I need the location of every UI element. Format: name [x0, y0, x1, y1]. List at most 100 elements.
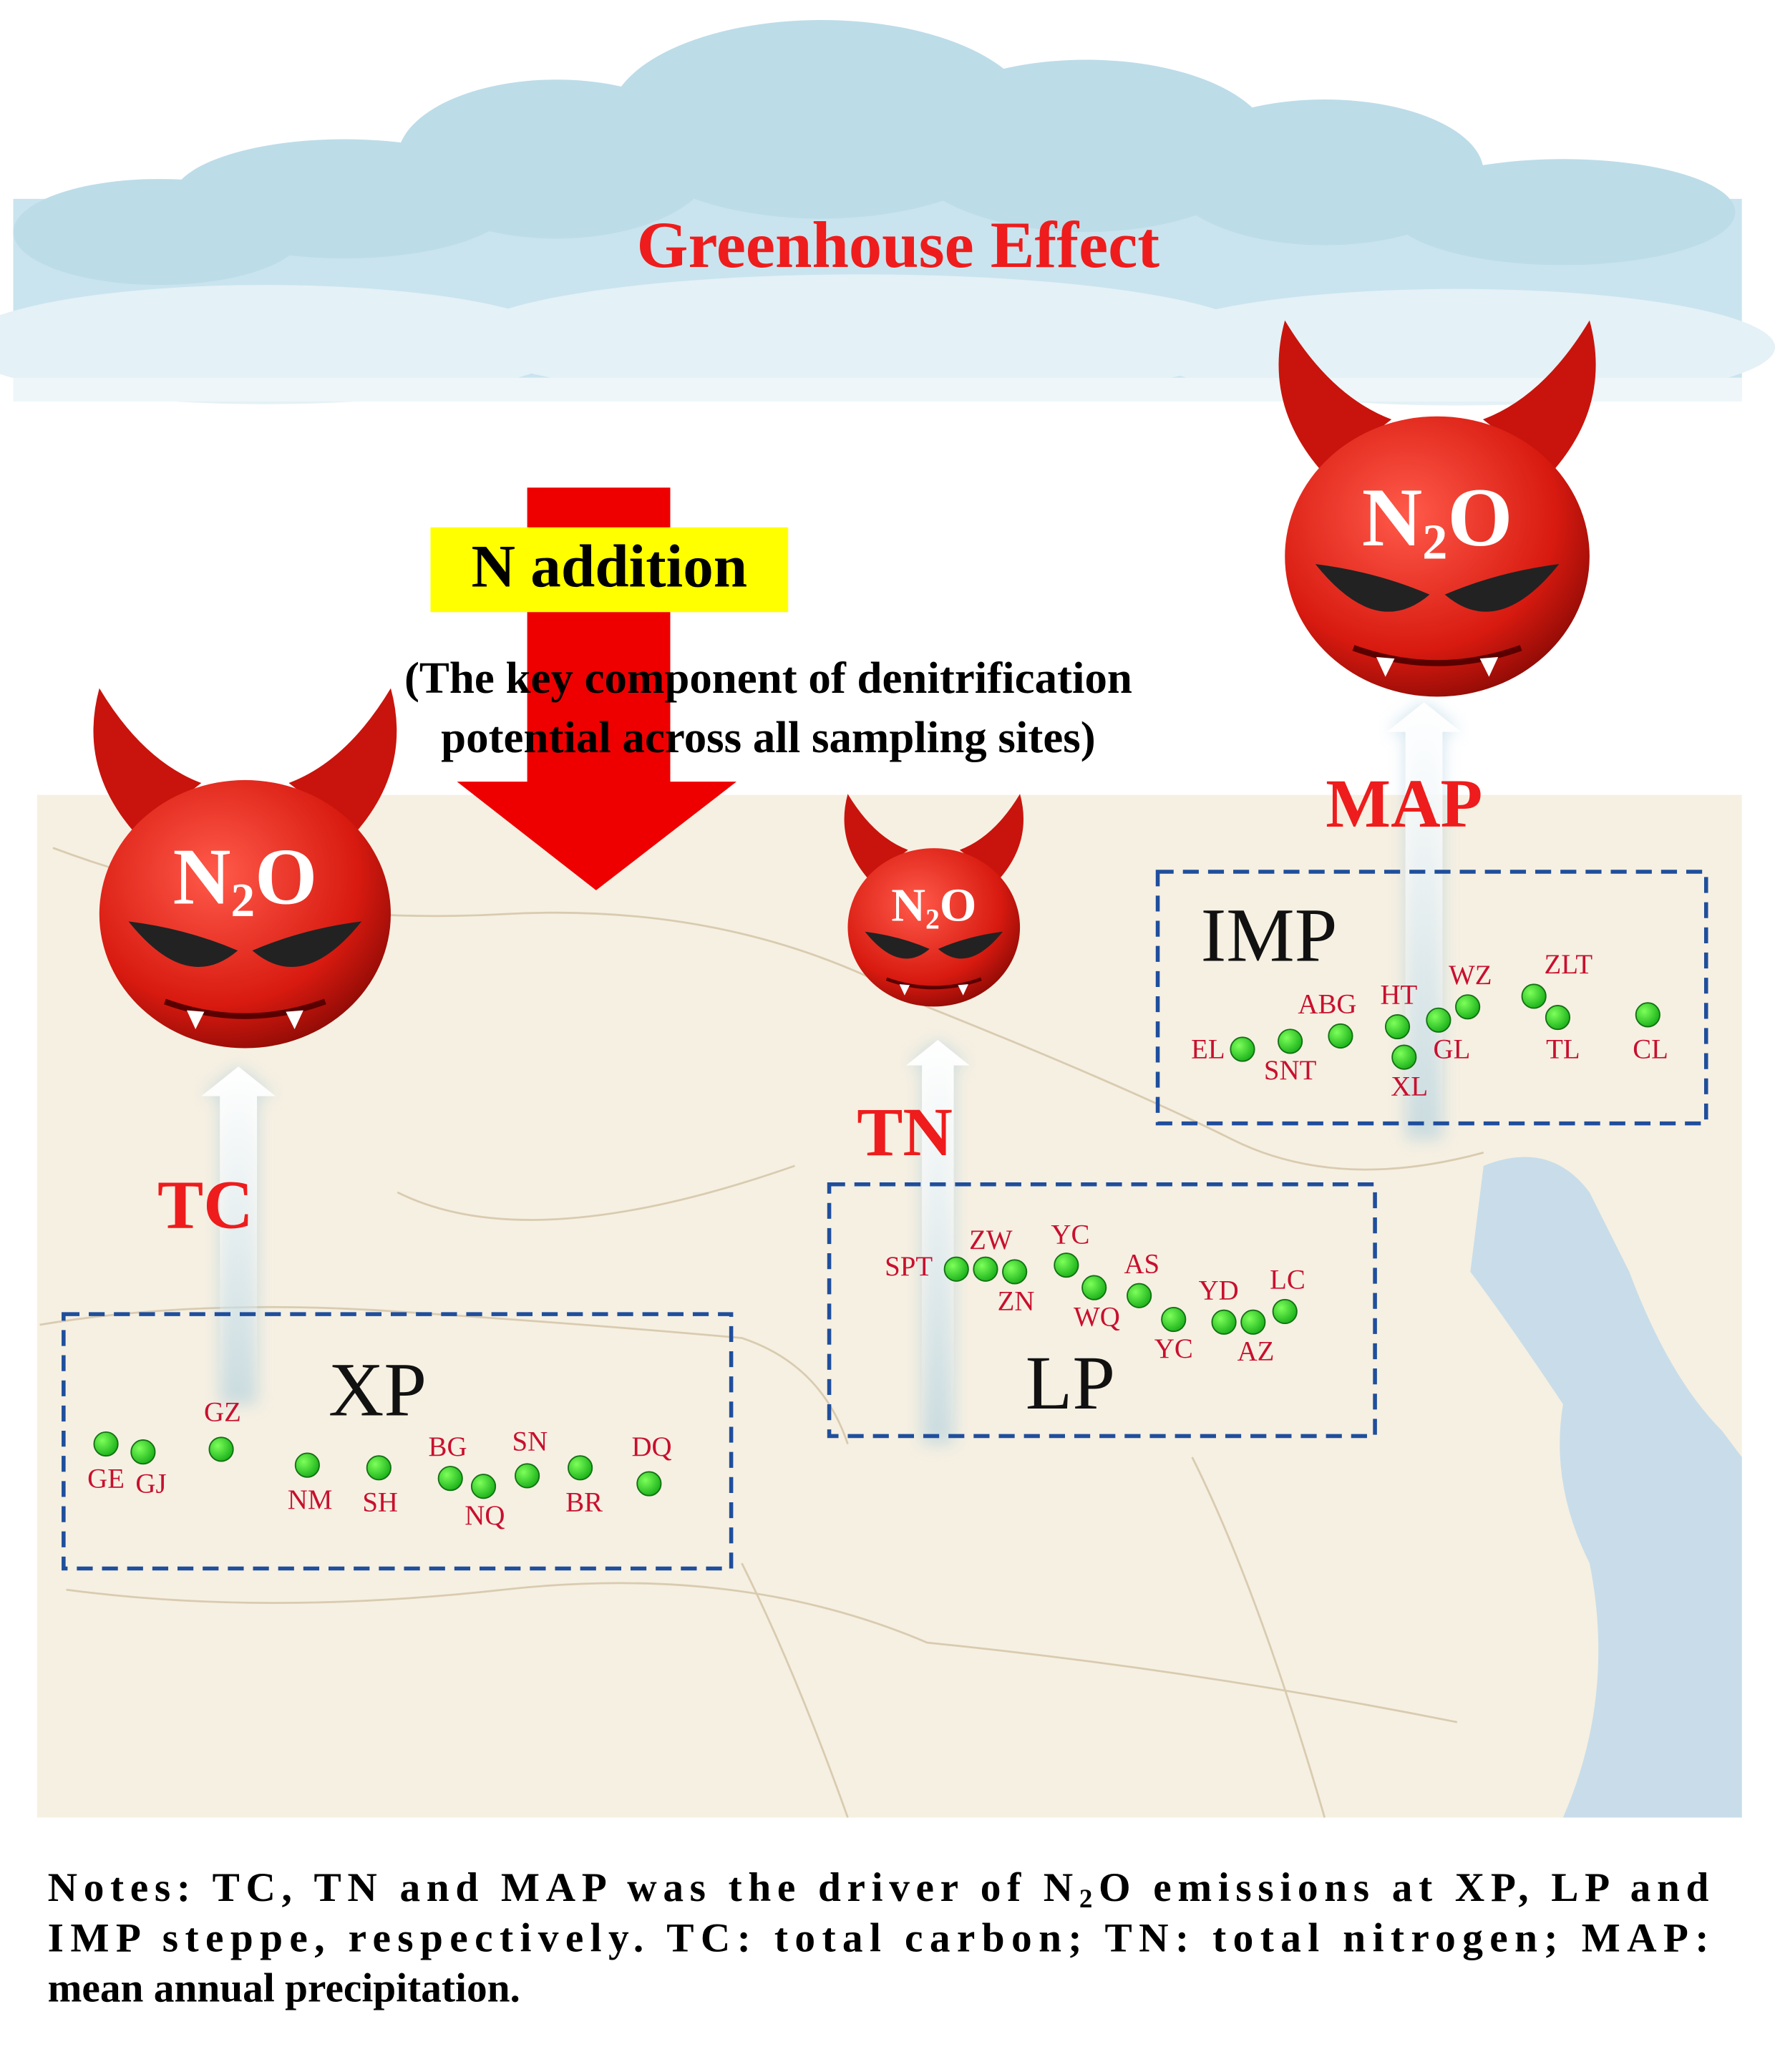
- head: [1285, 416, 1590, 697]
- mouth: [164, 998, 326, 1019]
- site-dot: [437, 1466, 463, 1492]
- n2o-sub: 2: [230, 873, 255, 927]
- n2o-devil: N2O: [93, 688, 397, 1049]
- treatment-label: N addition: [472, 532, 748, 600]
- site-dot: [1081, 1275, 1107, 1300]
- site-dot: [636, 1471, 662, 1497]
- notes-line: Notes: TC, TN and MAP was the driver of …: [48, 1865, 1709, 1913]
- site-label: SH: [362, 1487, 398, 1518]
- site-dot: [943, 1256, 969, 1282]
- n2o-label: N2O: [173, 832, 318, 927]
- notes-line: mean annual precipitation.: [48, 1966, 520, 2011]
- head: [99, 779, 391, 1049]
- site-dot: [1328, 1023, 1353, 1049]
- site-label: ZW: [969, 1225, 1013, 1255]
- site-label: GE: [87, 1463, 125, 1494]
- site-dot: [470, 1474, 497, 1499]
- region-name: LP: [1026, 1341, 1115, 1426]
- notes-part: O emissions at XP, LP and: [1099, 1865, 1709, 1910]
- site-dot: [1054, 1253, 1079, 1278]
- site-label: NQ: [465, 1500, 505, 1531]
- site-dot: [1384, 1013, 1411, 1040]
- n2o-o: O: [1447, 472, 1512, 564]
- n2o-sub: 2: [925, 904, 940, 935]
- notes-line: IMP steppe, respectively. TC: total carb…: [48, 1916, 1709, 1961]
- n2o-sub: 2: [1422, 515, 1447, 570]
- site-dot: [1391, 1044, 1417, 1070]
- region-box: [1155, 870, 1708, 1126]
- n2o-o: O: [940, 880, 976, 932]
- eyes: [865, 931, 1003, 959]
- site-label: GZ: [204, 1397, 241, 1428]
- n2o-n: N: [1362, 472, 1423, 564]
- site-label: GL: [1434, 1034, 1471, 1065]
- site-dot: [93, 1431, 119, 1457]
- n2o-label: N2O: [1362, 472, 1513, 570]
- site-label: SPT: [885, 1251, 933, 1282]
- site-label: ZN: [998, 1285, 1035, 1316]
- site-label: LC: [1270, 1265, 1305, 1295]
- site-label: SN: [512, 1426, 548, 1456]
- clouds: [0, 19, 1775, 406]
- site-dot: [366, 1455, 392, 1481]
- region-name: XP: [329, 1347, 427, 1432]
- head: [847, 848, 1021, 1007]
- driver-label: MAP: [1326, 765, 1482, 842]
- site-label: ABG: [1298, 989, 1356, 1020]
- site-dot: [1127, 1283, 1152, 1308]
- site-label: BG: [429, 1431, 467, 1462]
- n2o-devil: N2O: [1278, 320, 1596, 697]
- site-dot: [1455, 994, 1481, 1020]
- region-box: [62, 1312, 734, 1571]
- site-dot: [973, 1256, 998, 1282]
- site-dot: [1521, 983, 1547, 1009]
- n2o-devil: N2O: [844, 794, 1023, 1007]
- site-label: SNT: [1264, 1055, 1317, 1086]
- site-dot: [1278, 1028, 1303, 1054]
- notes-part: Notes: TC, TN and MAP was the driver of …: [48, 1865, 1074, 1910]
- site-label: YC: [1154, 1333, 1193, 1364]
- n2o-n: N: [891, 880, 925, 932]
- site-dot: [1211, 1309, 1237, 1335]
- site-label: HT: [1380, 980, 1417, 1011]
- driver-label: TN: [857, 1094, 953, 1170]
- site-dot: [208, 1436, 234, 1462]
- site-dot: [1002, 1259, 1028, 1285]
- site-dot: [1161, 1306, 1187, 1333]
- treatment-note: (The key component of denitrification: [404, 653, 1132, 703]
- site-dot: [1545, 1005, 1571, 1031]
- site-dot: [1426, 1007, 1451, 1033]
- notes-part: mean annual precipitation.: [48, 1966, 520, 2011]
- site-dot: [568, 1455, 593, 1481]
- site-label: EL: [1191, 1034, 1225, 1065]
- driver-label: TC: [157, 1167, 253, 1243]
- site-label: YD: [1199, 1275, 1239, 1305]
- site-label: AZ: [1237, 1336, 1275, 1367]
- mouth: [885, 977, 982, 990]
- site-label: XL: [1391, 1071, 1428, 1101]
- fangs: [1376, 657, 1499, 677]
- site-dot: [1230, 1036, 1255, 1062]
- site-dot: [515, 1463, 540, 1489]
- arrow-body: [905, 1040, 970, 1444]
- fangs: [899, 984, 968, 996]
- site-label: BR: [565, 1487, 603, 1518]
- region-box: [827, 1182, 1377, 1439]
- site-dot: [1240, 1309, 1266, 1335]
- site-label: WQ: [1074, 1301, 1120, 1332]
- treatment-note: potential across all sampling sites): [441, 712, 1096, 762]
- site-label: NM: [288, 1484, 333, 1515]
- n2o-n: N: [173, 832, 231, 921]
- n2o-o: O: [255, 832, 317, 921]
- site-label: WZ: [1449, 960, 1492, 991]
- site-dot: [1272, 1298, 1298, 1325]
- eyes: [1315, 564, 1560, 612]
- region-name: IMP: [1201, 893, 1338, 978]
- treatment-highlight: [430, 527, 789, 613]
- mouth: [1352, 645, 1522, 666]
- site-label: YC: [1051, 1220, 1089, 1250]
- notes-part: IMP steppe, respectively. TC: total carb…: [48, 1916, 1709, 1961]
- site-label: GJ: [135, 1469, 166, 1499]
